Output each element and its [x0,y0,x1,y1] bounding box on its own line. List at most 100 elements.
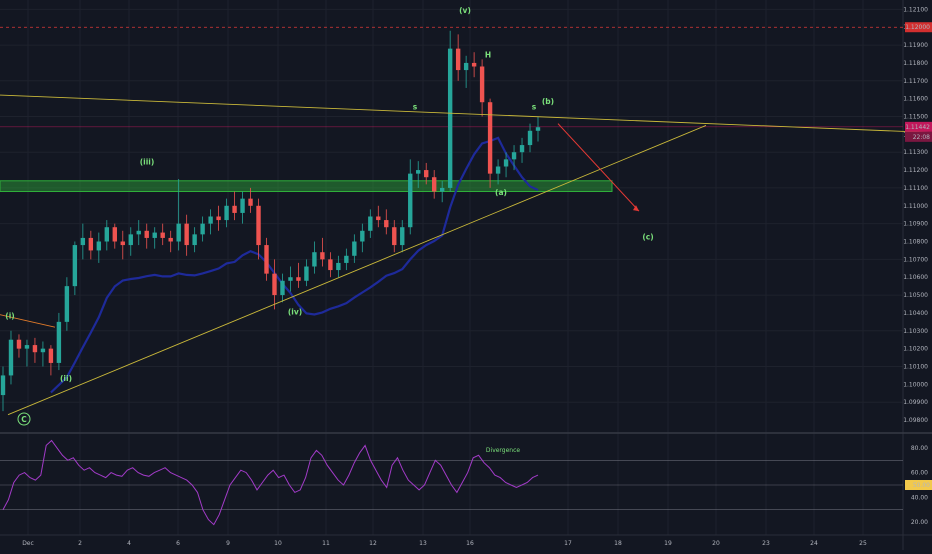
time-tick-label[interactable]: 25 [859,540,867,547]
level-label[interactable]: 1.12000 [905,24,930,31]
level-tag[interactable] [905,22,932,33]
price-tick-label[interactable]: 1.10700 [903,256,928,263]
lower-trendline[interactable] [7,125,707,416]
candle-body[interactable] [408,173,413,228]
candle-body[interactable] [64,286,70,322]
current-price-tag[interactable] [905,121,932,132]
candle-body[interactable] [511,152,517,160]
price-tick-label[interactable]: 1.10400 [903,310,928,317]
candle-body[interactable] [463,62,469,71]
drawings[interactable] [0,94,932,416]
candle-body[interactable] [128,234,133,246]
candle-body[interactable] [0,375,6,396]
price-tick-label[interactable]: 1.10900 [903,221,928,228]
time-tick-label[interactable]: 18 [614,540,622,547]
candle-body[interactable] [32,345,38,353]
candle-body[interactable] [479,66,485,103]
candle-body[interactable] [224,205,229,221]
price-tick-label[interactable]: 1.11100 [903,185,928,192]
price-tick-label[interactable]: 1.10600 [903,274,928,281]
candle-body[interactable] [328,259,333,271]
rsi-current-tag[interactable] [905,480,932,490]
candle-body[interactable] [144,230,149,238]
candle-body[interactable] [455,48,461,71]
time-tick-label[interactable]: 9 [226,540,230,547]
price-tick-label[interactable]: 1.10300 [903,328,928,335]
candle-body[interactable] [336,262,341,271]
support-zone[interactable] [0,180,613,193]
candle-body[interactable] [136,230,141,235]
projection-arrow[interactable] [557,123,640,212]
candle-body[interactable] [168,237,173,242]
time-tick-label[interactable]: 19 [664,540,672,547]
price-tick-label[interactable]: 1.09800 [903,417,928,424]
time-tick-label[interactable]: 13 [419,540,427,547]
candle-body[interactable] [240,198,245,213]
candle-body[interactable] [376,216,381,221]
price-tick-label[interactable]: 1.11600 [903,96,928,103]
time-tick-label[interactable]: 17 [564,540,572,547]
candle-body[interactable] [24,345,30,349]
price-tick-label[interactable]: 1.10100 [903,364,928,371]
candle-body[interactable] [120,241,125,246]
rsi-tick-label[interactable]: 80.00 [911,445,928,452]
candle-body[interactable] [184,223,189,246]
candle-body[interactable] [16,339,22,349]
candle-body[interactable] [431,177,437,192]
candle-body[interactable] [216,216,221,221]
rsi-current-label[interactable]: 50.00 [913,482,930,489]
time-tick-label[interactable]: 12 [369,540,377,547]
time-tick-label[interactable]: 10 [274,540,282,547]
candle-body[interactable] [232,205,237,213]
candle-body[interactable] [447,48,453,188]
candle-body[interactable] [256,205,261,246]
candle-body[interactable] [48,348,54,363]
candle-body[interactable] [304,266,309,281]
price-tick-label[interactable]: 1.11500 [903,114,928,121]
candle-body[interactable] [96,241,102,251]
time-tick-label[interactable]: 24 [810,540,818,547]
price-tick-label[interactable]: 1.10000 [903,381,928,388]
current-price-label[interactable]: 1.11442 [905,124,930,131]
candle-body[interactable] [487,102,493,174]
candle-body[interactable] [80,237,86,246]
time-axis[interactable]: Dec 2 4 6 9 10 11 12 13 16 17 18 19 20 23 24 25 [22,540,867,547]
candle-body[interactable] [264,245,269,274]
candle-body[interactable] [40,348,46,353]
price-tick-label[interactable]: 1.11300 [903,149,928,156]
time-tick-label[interactable]: 4 [127,540,131,547]
candle-body[interactable] [296,277,301,281]
candle-body[interactable] [360,230,365,242]
candle-body[interactable] [208,216,213,224]
candle-body[interactable] [352,241,357,256]
time-tick-label[interactable]: 2 [78,540,82,547]
candle-body[interactable] [400,227,405,246]
rsi-tick-label[interactable]: 20.00 [911,519,928,526]
candle-body[interactable] [104,227,110,242]
candle-body[interactable] [416,170,421,174]
time-tick-label[interactable]: 23 [762,540,770,547]
candle-body[interactable] [56,321,62,363]
candle-body[interactable] [176,223,181,242]
candle-body[interactable] [368,216,373,231]
candle-body[interactable] [535,127,541,131]
time-tick-label[interactable]: 20 [712,540,720,547]
price-tick-label[interactable]: 1.10800 [903,239,928,246]
rsi-tick-label[interactable]: 60.00 [911,470,928,477]
price-axis[interactable]: 1.12100 1.11900 1.11700 1.11500 1.11300 1.111… [903,6,932,424]
candle-body[interactable] [8,339,14,376]
price-tick-label[interactable]: 1.11200 [903,167,928,174]
candle-body[interactable] [471,62,477,67]
candle-body[interactable] [288,277,293,281]
candle-body[interactable] [88,237,94,251]
candle-body[interactable] [248,198,253,206]
price-tick-label[interactable]: 1.11000 [903,203,928,210]
candle-body[interactable] [272,273,277,296]
time-tick-label[interactable]: 16 [466,540,474,547]
candle-body[interactable] [72,245,78,287]
candle-body[interactable] [392,227,397,246]
time-tick-label[interactable]: 6 [176,540,180,547]
rsi-tick-label[interactable]: 40.00 [911,494,928,501]
time-tick-label[interactable]: 11 [322,540,330,547]
candle-body[interactable] [160,232,165,238]
